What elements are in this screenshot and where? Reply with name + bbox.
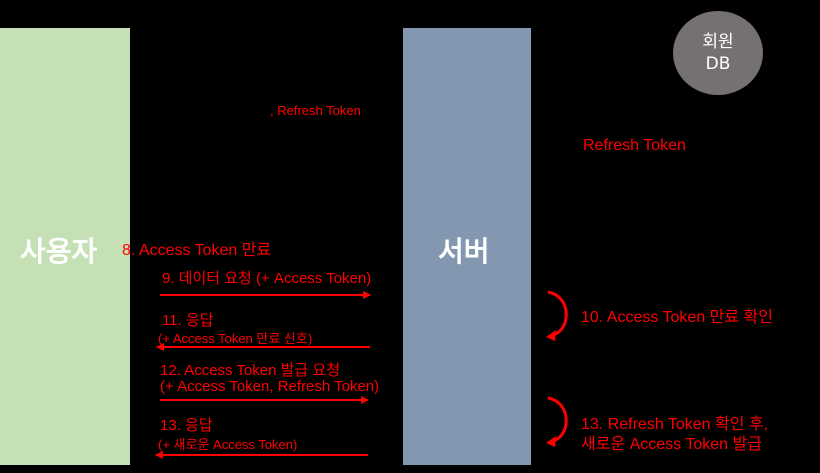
self-loop-step13: [547, 396, 568, 444]
note-step13-issue-line1: 13. Refresh Token 확인 후,: [581, 416, 769, 433]
msg-step11-label: 11. 응답: [162, 312, 214, 329]
user-label: 사용자: [20, 235, 98, 268]
msg-step13-sublabel: (+ 새로운 Access Token): [158, 437, 298, 452]
msg-step13-label: 13. 응답: [160, 417, 213, 434]
self-loop-step10: [547, 290, 568, 338]
db-label-line2: DB: [705, 54, 731, 74]
user-lifeline: [0, 28, 130, 465]
msg-step11-sublabel: (+ Access Token 만료 신호): [158, 331, 313, 346]
db-label-line1: 회원: [702, 31, 734, 52]
server-label: 서버: [438, 235, 490, 268]
note-step8-expired: 8. Access Token 만료: [122, 242, 272, 259]
note-step10-check: 10. Access Token 만료 확인: [581, 309, 773, 326]
note-refresh-token-right: Refresh Token: [583, 137, 686, 154]
msg-step12-label: 12. Access Token 발급 요청: [160, 362, 340, 379]
msg-step9-label: 9. 데이터 요청 (+ Access Token): [162, 270, 372, 287]
msg-step12-sublabel: (+ Access Token, Refresh Token): [160, 378, 380, 395]
member-db-node: 회원 DB: [673, 11, 763, 95]
server-lifeline: [403, 28, 531, 465]
note-step13-issue-line2: 새로운 Access Token 발급: [581, 436, 762, 453]
note-refresh-token-top: , Refresh Token: [270, 103, 361, 118]
